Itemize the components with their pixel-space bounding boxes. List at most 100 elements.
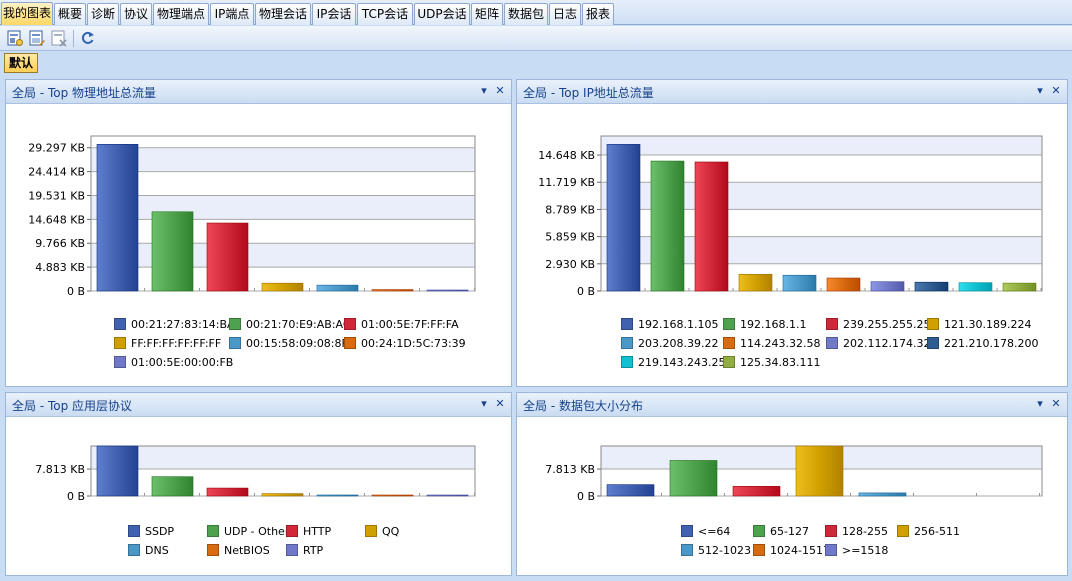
legend-swatch bbox=[114, 318, 126, 330]
refresh-icon[interactable] bbox=[79, 30, 97, 47]
bar[interactable] bbox=[826, 277, 861, 292]
tab-9[interactable]: UDP会话 bbox=[414, 3, 470, 25]
legend-item: 203.208.39.22 bbox=[621, 337, 718, 350]
legend-swatch bbox=[927, 318, 939, 330]
grid-band bbox=[601, 136, 1042, 156]
legend-swatch bbox=[229, 337, 241, 349]
legend-label: 192.168.1.105 bbox=[638, 318, 719, 331]
panel-title: 全局 - Top 应用层协议 bbox=[12, 399, 133, 413]
tab-0[interactable]: 我的图表 bbox=[1, 2, 53, 25]
dropdown-icon[interactable]: ▾ bbox=[1037, 397, 1043, 410]
tab-11[interactable]: 数据包 bbox=[504, 3, 548, 25]
tab-12[interactable]: 日志 bbox=[549, 3, 581, 25]
new-chart-icon[interactable] bbox=[6, 30, 24, 47]
legend-item: 221.210.178.200 bbox=[927, 337, 1038, 350]
bar[interactable] bbox=[371, 494, 414, 497]
legend-label: 01:00:5E:00:00:FB bbox=[131, 356, 234, 369]
edit-chart-icon[interactable] bbox=[28, 30, 46, 47]
legend-label: 202.112.174.32 bbox=[843, 337, 931, 350]
tab-4[interactable]: 物理端点 bbox=[153, 3, 209, 25]
bar[interactable] bbox=[669, 460, 718, 497]
bar[interactable] bbox=[316, 494, 359, 497]
y-tick-label: 4.883 KB bbox=[35, 261, 85, 274]
grid-band bbox=[91, 171, 475, 196]
bar[interactable] bbox=[858, 492, 907, 497]
bar[interactable] bbox=[151, 476, 194, 497]
bar[interactable] bbox=[151, 211, 194, 292]
tab-6[interactable]: 物理会话 bbox=[255, 3, 311, 25]
dropdown-icon[interactable]: ▾ bbox=[1037, 84, 1043, 97]
bar[interactable] bbox=[606, 144, 641, 292]
legend-swatch bbox=[723, 337, 735, 349]
legend-label: QQ bbox=[382, 525, 400, 538]
bar[interactable] bbox=[782, 274, 817, 292]
tab-5[interactable]: IP端点 bbox=[210, 3, 254, 25]
legend-swatch bbox=[927, 337, 939, 349]
y-tick-label: 0 B bbox=[67, 285, 85, 298]
tab-2[interactable]: 诊断 bbox=[87, 3, 119, 25]
toolbar bbox=[0, 26, 1072, 51]
bar[interactable] bbox=[606, 484, 655, 497]
bar[interactable] bbox=[96, 144, 139, 292]
legend-swatch bbox=[114, 337, 126, 349]
bar[interactable] bbox=[1002, 282, 1037, 292]
legend-label: 1024-1517 bbox=[770, 544, 830, 557]
tab-3[interactable]: 协议 bbox=[120, 3, 152, 25]
close-icon[interactable]: ✕ bbox=[1051, 84, 1061, 97]
bar[interactable] bbox=[206, 222, 249, 292]
tab-13[interactable]: 报表 bbox=[582, 3, 614, 25]
bar[interactable] bbox=[738, 273, 773, 292]
tab-8[interactable]: TCP会话 bbox=[357, 3, 413, 25]
bar[interactable] bbox=[316, 284, 359, 292]
close-icon[interactable]: ✕ bbox=[495, 84, 505, 97]
legend-item: SSDP bbox=[128, 525, 174, 538]
legend-swatch bbox=[621, 318, 633, 330]
grid-band bbox=[91, 219, 475, 244]
legend-item: 00:21:70:E9:AB:AC bbox=[229, 318, 351, 331]
legend-label: 114.243.32.58 bbox=[740, 337, 821, 350]
bar[interactable] bbox=[426, 494, 469, 497]
panel-header: 全局 - Top IP地址总流量 ▾ ✕ bbox=[517, 80, 1067, 104]
y-tick-label: 11.719 KB bbox=[538, 176, 595, 189]
close-icon[interactable]: ✕ bbox=[495, 397, 505, 410]
tab-bar: 我的图表 概要 诊断 协议 物理端点 IP端点 物理会话 IP会话 TCP会话 UDP会话 矩阵 数据… bbox=[0, 0, 1072, 25]
legend-label: 121.30.189.224 bbox=[944, 318, 1032, 331]
default-view-button[interactable]: 默认 bbox=[4, 53, 39, 73]
dropdown-icon[interactable]: ▾ bbox=[481, 397, 487, 410]
bar[interactable] bbox=[96, 445, 139, 497]
legend-label: 00:24:1D:5C:73:39 bbox=[361, 337, 466, 350]
bar[interactable] bbox=[206, 487, 249, 497]
legend-item: 512-1023 bbox=[681, 544, 751, 557]
tab-7[interactable]: IP会话 bbox=[312, 3, 356, 25]
bar-chart: 0 B 7.813 KB bbox=[35, 445, 476, 503]
bar[interactable] bbox=[650, 160, 685, 292]
delete-chart-icon[interactable] bbox=[50, 30, 68, 47]
close-icon[interactable]: ✕ bbox=[1051, 397, 1061, 410]
legend-swatch bbox=[723, 318, 735, 330]
bar[interactable] bbox=[371, 289, 414, 292]
bar[interactable] bbox=[795, 445, 844, 497]
bar[interactable] bbox=[732, 486, 781, 497]
legend-label: 219.143.243.254 bbox=[638, 356, 733, 369]
bar[interactable] bbox=[426, 289, 469, 292]
bar[interactable] bbox=[694, 161, 729, 292]
legend-item: 192.168.1.1 bbox=[723, 318, 806, 331]
legend-swatch bbox=[681, 525, 693, 537]
bar[interactable] bbox=[261, 493, 304, 497]
legend-swatch bbox=[897, 525, 909, 537]
y-tick-label: 0 B bbox=[577, 285, 595, 298]
legend-swatch bbox=[207, 525, 219, 537]
tab-1[interactable]: 概要 bbox=[54, 3, 86, 25]
dropdown-icon[interactable]: ▾ bbox=[481, 84, 487, 97]
bar[interactable] bbox=[870, 281, 905, 292]
legend-swatch bbox=[621, 356, 633, 368]
bar[interactable] bbox=[914, 281, 949, 292]
y-tick-label: 8.789 KB bbox=[545, 203, 595, 216]
tab-10[interactable]: 矩阵 bbox=[471, 3, 503, 25]
y-tick-label: 7.813 KB bbox=[35, 463, 85, 476]
legend-swatch bbox=[344, 318, 356, 330]
bar[interactable] bbox=[261, 282, 304, 292]
bar[interactable] bbox=[958, 282, 993, 292]
legend-swatch bbox=[207, 544, 219, 556]
legend-label: SSDP bbox=[145, 525, 175, 538]
